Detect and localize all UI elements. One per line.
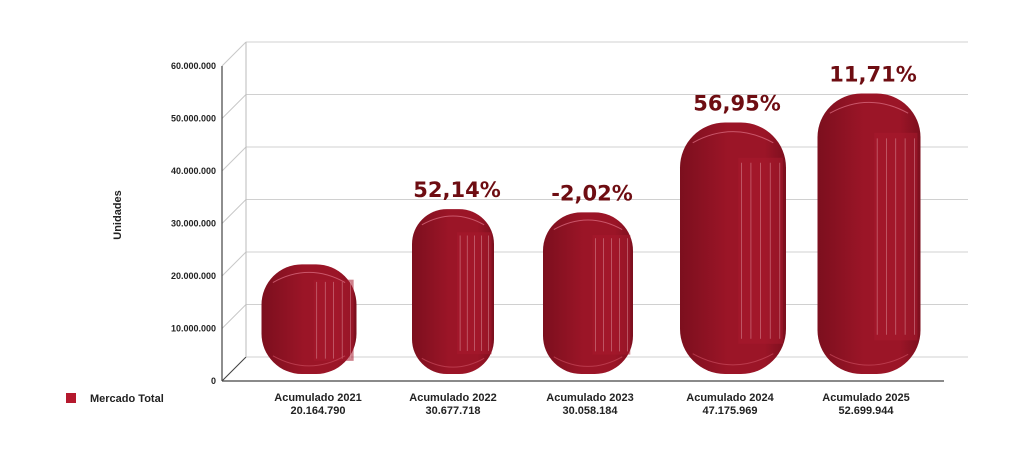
floor-depth-edge <box>221 356 247 382</box>
gridline-depth <box>221 251 247 277</box>
legend-swatch <box>66 393 76 403</box>
bar-layer <box>261 93 921 375</box>
gridline-depth <box>221 146 247 172</box>
y-tick-label: 20.000.000 <box>171 271 216 281</box>
bar-value-label: 20.164.790 <box>290 405 345 417</box>
axis-layer <box>221 42 944 382</box>
bar-top-highlight <box>272 272 346 283</box>
bar-bottom-highlight <box>692 353 774 366</box>
label-layer: 0 10.000.000 20.000.000 30.000.000 40.000.00… <box>171 61 917 417</box>
pct-change-label: 56,95% <box>693 92 780 116</box>
x-category-label: Acumulado 2025 <box>822 392 909 404</box>
bar-3 <box>543 212 633 374</box>
bar-bottom-highlight <box>829 353 909 366</box>
bar-value-label: 47.175.969 <box>702 405 757 417</box>
pct-change-label: -2,02% <box>551 181 633 205</box>
x-category-label: Acumulado 2023 <box>546 392 633 404</box>
x-category-label: Acumulado 2021 <box>274 392 361 404</box>
bar-bottom-highlight <box>421 357 485 368</box>
gridline-depth <box>221 41 247 67</box>
bar-5 <box>817 93 921 374</box>
y-tick-label: 0 <box>211 376 216 386</box>
pct-change-label: 11,71% <box>829 63 916 87</box>
gridline-depth <box>221 304 247 329</box>
bar-top-highlight <box>421 215 485 226</box>
x-category-label: Acumulado 2022 <box>409 392 496 404</box>
bar-4 <box>680 122 786 375</box>
bar-value-label: 30.058.184 <box>562 405 618 417</box>
bar-top-highlight <box>829 101 909 114</box>
y-tick-label: 10.000.000 <box>171 324 216 334</box>
legend-label: Mercado Total <box>90 393 164 405</box>
bar-value-label: 52.699.944 <box>838 405 894 417</box>
bar-1 <box>261 264 357 374</box>
bar-bottom-highlight <box>553 356 623 367</box>
gridline-depth <box>221 94 247 119</box>
legend: Mercado Total <box>66 393 164 405</box>
bar-value-label: 30.677.718 <box>425 405 480 417</box>
bar-2 <box>412 209 494 374</box>
gridline-depth <box>221 199 247 224</box>
pct-change-label: 52,14% <box>413 178 500 202</box>
y-tick-label: 30.000.000 <box>171 219 216 229</box>
y-tick-label: 60.000.000 <box>171 61 216 71</box>
bar-top-highlight <box>692 131 774 144</box>
y-tick-label: 50.000.000 <box>171 114 216 124</box>
y-axis-title: Unidades <box>112 190 124 240</box>
y-tick-label: 40.000.000 <box>171 166 216 176</box>
bar-top-highlight <box>553 219 623 231</box>
x-category-label: Acumulado 2024 <box>686 392 774 404</box>
bar-bottom-highlight <box>272 355 346 367</box>
